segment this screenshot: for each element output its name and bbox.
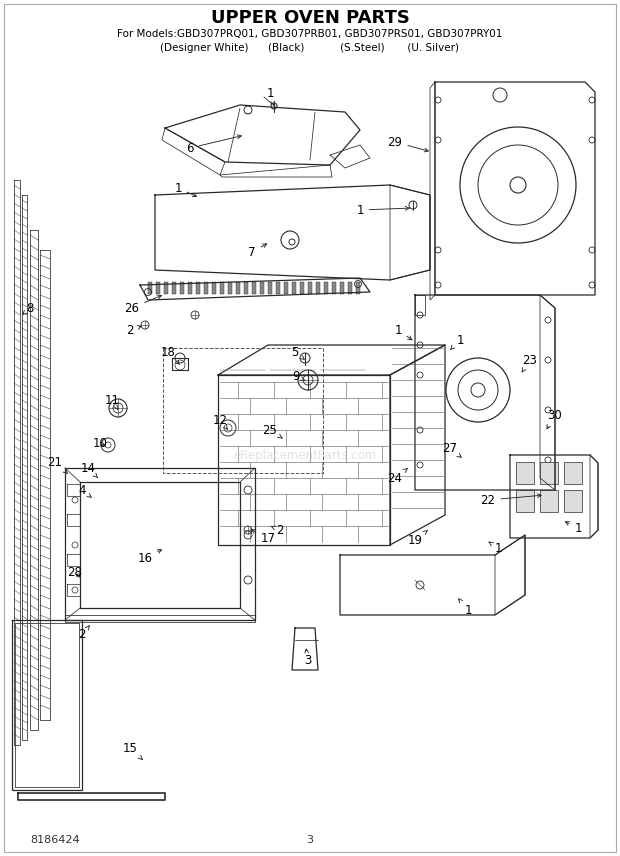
Bar: [308, 282, 312, 294]
Text: 1: 1: [489, 542, 502, 555]
Bar: [180, 282, 184, 294]
Text: 2: 2: [126, 324, 141, 336]
Bar: [204, 282, 208, 294]
Text: 6: 6: [186, 135, 241, 154]
Text: 1: 1: [451, 334, 464, 349]
Text: 15: 15: [123, 741, 143, 759]
Bar: [340, 282, 344, 294]
Text: 14: 14: [81, 461, 97, 478]
Bar: [196, 282, 200, 294]
Text: 1: 1: [356, 204, 409, 217]
Text: 18: 18: [161, 346, 179, 365]
Text: 19: 19: [407, 531, 428, 546]
Text: 3: 3: [306, 835, 314, 845]
Bar: [156, 282, 160, 294]
Bar: [300, 282, 304, 294]
Bar: [252, 282, 256, 294]
Text: 4: 4: [78, 484, 91, 497]
Bar: [564, 462, 582, 484]
Text: 23: 23: [522, 354, 538, 372]
Bar: [172, 282, 176, 294]
Text: 1: 1: [459, 599, 472, 616]
Text: 1: 1: [174, 181, 197, 197]
Bar: [516, 462, 534, 484]
Text: 1: 1: [266, 86, 275, 105]
Bar: [164, 282, 168, 294]
Bar: [292, 282, 296, 294]
Bar: [188, 282, 192, 294]
Bar: [540, 490, 558, 512]
Text: 26: 26: [125, 295, 162, 314]
Bar: [276, 282, 280, 294]
Text: eReplacementParts.com: eReplacementParts.com: [233, 449, 376, 461]
Text: 21: 21: [48, 455, 68, 473]
Bar: [236, 282, 240, 294]
Bar: [212, 282, 216, 294]
Bar: [332, 282, 336, 294]
Text: (Designer White)      (Black)           (S.Steel)       (U. Silver): (Designer White) (Black) (S.Steel) (U. S…: [161, 43, 459, 53]
Text: 22: 22: [480, 494, 541, 507]
Bar: [324, 282, 328, 294]
Text: 28: 28: [68, 566, 82, 579]
Text: 3: 3: [304, 649, 312, 667]
Bar: [260, 282, 264, 294]
Bar: [163, 348, 323, 473]
Text: 5: 5: [291, 346, 304, 360]
Text: 11: 11: [105, 394, 120, 409]
Text: UPPER OVEN PARTS: UPPER OVEN PARTS: [211, 9, 409, 27]
Bar: [564, 490, 582, 512]
Text: 24: 24: [388, 468, 407, 484]
Bar: [220, 282, 224, 294]
Text: 25: 25: [262, 424, 283, 438]
Bar: [356, 282, 360, 294]
Text: 10: 10: [92, 437, 107, 449]
Bar: [316, 282, 320, 294]
Bar: [244, 282, 248, 294]
Bar: [348, 282, 352, 294]
Text: 7: 7: [248, 244, 267, 259]
Bar: [228, 282, 232, 294]
Text: 12: 12: [213, 413, 228, 430]
Text: 8: 8: [23, 301, 33, 314]
Text: 9: 9: [292, 370, 305, 383]
Bar: [268, 282, 272, 294]
Bar: [540, 462, 558, 484]
Text: 30: 30: [547, 408, 562, 429]
Bar: [284, 282, 288, 294]
Text: 29: 29: [388, 135, 428, 152]
Text: 16: 16: [138, 550, 162, 564]
Text: For Models:GBD307PRQ01, GBD307PRB01, GBD307PRS01, GBD307PRY01: For Models:GBD307PRQ01, GBD307PRB01, GBD…: [117, 29, 503, 39]
Text: 17: 17: [251, 530, 275, 544]
Text: 27: 27: [443, 442, 461, 457]
Text: 2: 2: [271, 524, 284, 537]
Text: 1: 1: [394, 324, 412, 340]
Text: 2: 2: [78, 626, 89, 641]
Text: 1: 1: [565, 521, 582, 534]
Bar: [148, 282, 152, 294]
Text: 8186424: 8186424: [30, 835, 79, 845]
Bar: [516, 490, 534, 512]
